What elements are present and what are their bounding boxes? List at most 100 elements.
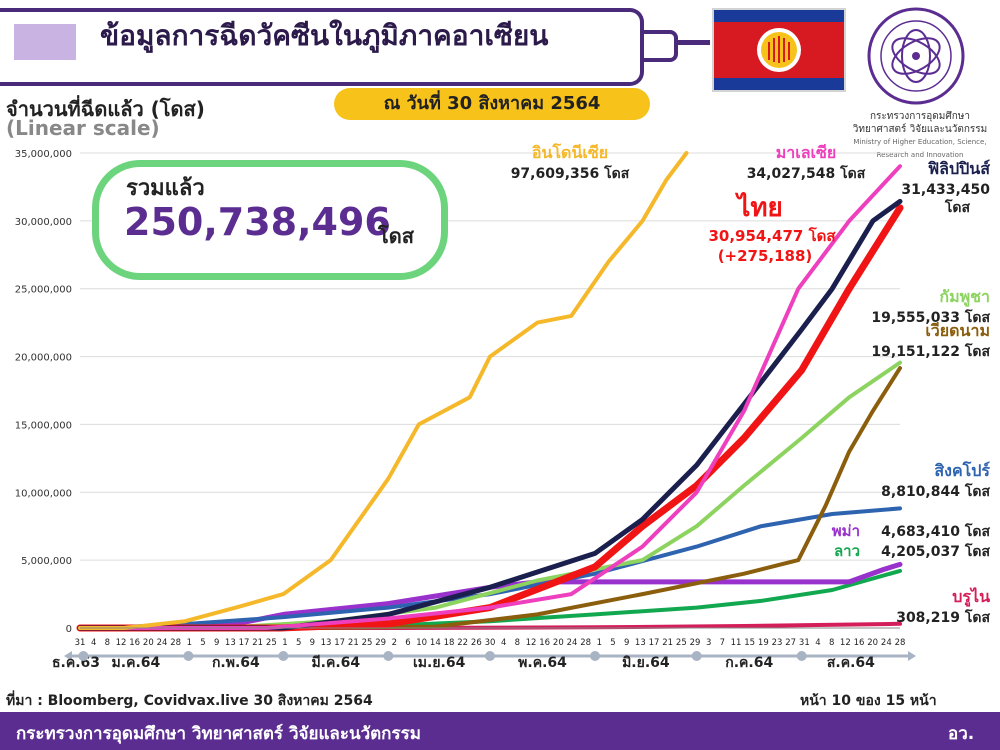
x-tick-label: 25 [362, 638, 373, 648]
x-tick-label: 4 [501, 638, 506, 648]
x-tick-label: 29 [690, 638, 701, 648]
series-name-label: ไทย [734, 191, 782, 223]
x-tick-label: 8 [515, 638, 520, 648]
month-label: ธ.ค.63 [52, 655, 100, 671]
series-value-label: 31,433,450 [901, 182, 990, 198]
series-name-label: มาเลเซีย [776, 143, 837, 162]
series-value-label: 97,609,356 โดส [511, 164, 630, 182]
y-tick-label: 20,000,000 [15, 353, 72, 364]
month-separator-dot [485, 651, 495, 661]
month-separator-dot [590, 651, 601, 661]
x-tick-label: 1 [597, 638, 602, 648]
series-name-label: พม่า [832, 522, 860, 540]
series-unit-label: โดส [944, 198, 971, 216]
x-tick-label: 28 [895, 638, 906, 648]
x-tick-label: 9 [310, 638, 315, 648]
title-banner [0, 8, 644, 86]
page-title: ข้อมูลการฉีดวัคซีนในภูมิภาคอาเซียน [100, 19, 549, 52]
footer-abbreviation: อว. [948, 724, 975, 744]
series-name-label: เวียดนาม [925, 321, 990, 340]
series-name-label: ลาว [834, 542, 860, 560]
x-tick-label: 1 [187, 638, 192, 648]
x-tick-label: 2 [392, 638, 397, 648]
month-label: ก.พ.64 [212, 655, 260, 671]
series-value-label: 19,151,122 โดส [871, 342, 990, 360]
y-tick-label: 10,000,000 [15, 488, 72, 499]
series-name-label: ฟิลิปปินส์ [927, 159, 990, 178]
y-tick-label: 35,000,000 [15, 149, 72, 160]
x-tick-label: 8 [105, 638, 110, 648]
x-tick-label: 9 [214, 638, 219, 648]
x-tick-label: 27 [785, 638, 796, 648]
x-tick-label: 24 [567, 638, 578, 648]
total-doses-value: 250,738,496 [124, 200, 391, 244]
ministry-name-en: Ministry of Higher Education, Science, R… [853, 138, 987, 159]
asean-flag-icon [712, 8, 846, 92]
x-tick-label: 3 [706, 638, 711, 648]
series-line [76, 204, 904, 632]
x-tick-label: 13 [225, 638, 236, 648]
series-line [78, 366, 902, 630]
month-label: ส.ค.64 [827, 655, 875, 671]
x-tick-label: 24 [157, 638, 168, 648]
series-name-label: กัมพูชา [939, 287, 990, 308]
x-tick-label: 21 [348, 638, 359, 648]
month-separator-dot [183, 651, 194, 661]
x-tick-label: 25 [676, 638, 687, 648]
series-value-label: 19,555,033 โดส [871, 308, 990, 326]
y-tick-label: 25,000,000 [15, 285, 72, 296]
x-tick-label: 6 [405, 638, 410, 648]
x-tick-label: 5 [296, 638, 301, 648]
series-name-label: อินโดนีเซีย [532, 142, 609, 162]
month-separator-dot [796, 651, 807, 661]
series-line [77, 198, 903, 631]
x-tick-label: 20 [143, 638, 154, 648]
x-tick-label: 23 [772, 638, 783, 648]
series-name-label: สิงคโปร์ [934, 460, 990, 480]
footer-bar [0, 712, 1000, 750]
page-number: หน้า 10 ของ 15 หน้า [800, 693, 937, 709]
x-tick-label: 21 [662, 638, 673, 648]
month-separator-dot [691, 651, 702, 661]
syringe-needle [676, 40, 710, 45]
date-badge: ณ วันที่ 30 สิงหาคม 2564 [334, 88, 650, 120]
series-value-label: 30,954,477 โดส [708, 226, 836, 245]
month-label: มี.ค.64 [311, 655, 360, 671]
x-tick-label: 5 [610, 638, 615, 648]
syringe-plunger [14, 24, 76, 60]
series-value-label: 308,219 โดส [896, 608, 990, 626]
x-tick-label: 13 [321, 638, 332, 648]
series-line [78, 151, 689, 630]
x-tick-label: 28 [580, 638, 591, 648]
x-tick-label: 7 [720, 638, 725, 648]
month-separator-dot [383, 651, 394, 661]
data-source: ที่มา : Bloomberg, Covidvax.live 30 สิงห… [6, 693, 373, 709]
series-name-label: บรูไน [952, 587, 990, 608]
x-tick-label: 9 [624, 638, 629, 648]
x-tick-label: 24 [881, 638, 892, 648]
y-tick-labels: 0 5,000,000 10,000,000 15,000,000 20,000,000… [15, 149, 72, 635]
x-tick-label: 31 [75, 638, 86, 648]
x-tick-label: 21 [252, 638, 263, 648]
x-tick-label: 25 [266, 638, 277, 648]
month-label: เม.ย.64 [413, 655, 466, 671]
syringe-neck [640, 30, 678, 62]
arrow-right-icon [908, 651, 916, 661]
series-value-label: 4,683,410 โดส [881, 522, 990, 540]
series-line [78, 360, 902, 630]
x-tick-label: 16 [854, 638, 865, 648]
y-tick-label: 30,000,000 [15, 217, 72, 228]
total-doses-label: รวมแล้ว [126, 176, 205, 201]
x-tick-label: 28 [170, 638, 181, 648]
x-tick-label: 17 [239, 638, 250, 648]
x-tick-label: 19 [758, 638, 769, 648]
ministry-seal-icon [866, 6, 966, 106]
series-value-label: 34,027,548 โดส [747, 164, 866, 182]
total-doses-unit: โดส [378, 224, 414, 248]
x-tick-label: 12 [840, 638, 851, 648]
vaccination-line-chart: 0 5,000,000 10,000,000 15,000,000 20,000,000… [15, 142, 991, 671]
x-tick-label: 4 [91, 638, 96, 648]
x-tick-label: 31 [799, 638, 810, 648]
series-value-label: 8,810,844 โดส [881, 482, 990, 500]
x-tick-label: 20 [553, 638, 564, 648]
